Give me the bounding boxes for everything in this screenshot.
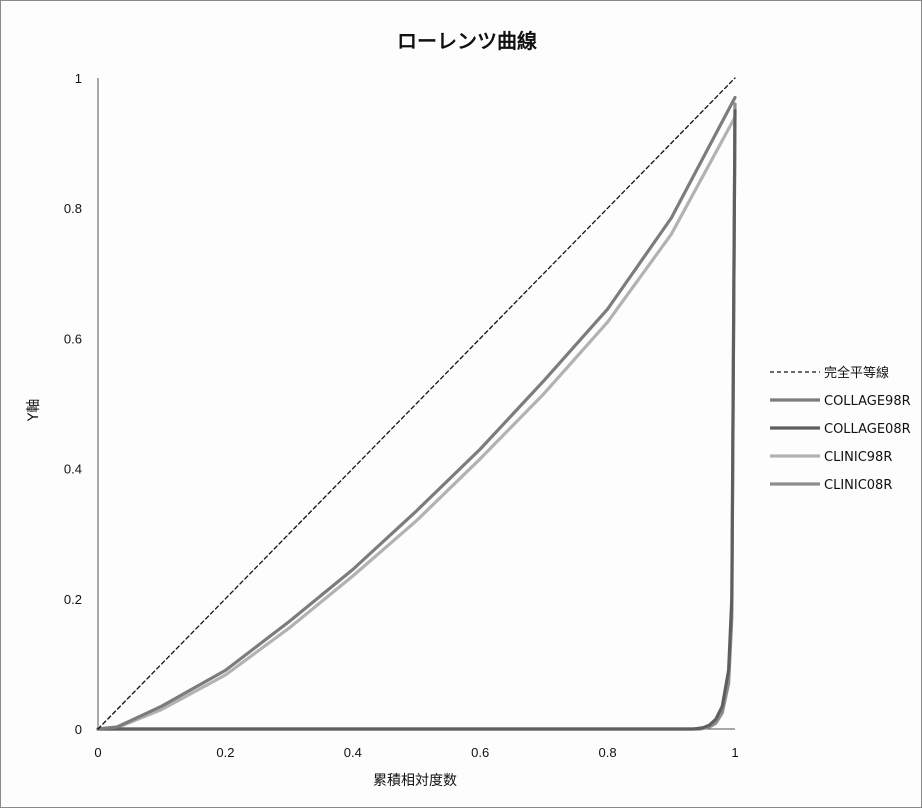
series-line-0 xyxy=(97,77,736,730)
x-tick-label: 0.4 xyxy=(344,745,362,760)
x-tick-label: 0.6 xyxy=(471,745,489,760)
series-line-4 xyxy=(96,102,737,731)
legend-label: 完全平等線 xyxy=(824,365,889,381)
y-axis-ticks: 0 0.2 0.4 0.6 0.8 1 xyxy=(64,71,82,737)
x-tick-label: 0.8 xyxy=(599,745,617,760)
y-tick-label: 0 xyxy=(75,722,82,737)
y-tick-label: 0.4 xyxy=(64,462,82,477)
x-tick-label: 0.2 xyxy=(216,745,234,760)
x-tick-label: 0 xyxy=(94,745,101,760)
series-line-3 xyxy=(96,115,737,731)
legend-label: COLLAGE98R xyxy=(824,394,911,409)
legend-label: CLINIC98R xyxy=(824,450,892,465)
legend-label: CLINIC08R xyxy=(824,478,892,493)
legend-label: COLLAGE08R xyxy=(824,422,911,437)
y-tick-label: 0.8 xyxy=(64,201,82,216)
y-axis-label: Y軸 xyxy=(26,399,42,423)
y-tick-label: 0.2 xyxy=(64,592,82,607)
series-layer xyxy=(96,77,737,731)
series-line-1 xyxy=(96,95,737,731)
y-tick-label: 1 xyxy=(75,71,82,86)
y-tick-label: 0.6 xyxy=(64,331,82,346)
x-axis-ticks: 0 0.2 0.4 0.6 0.8 1 xyxy=(94,745,738,760)
x-tick-label: 1 xyxy=(731,745,738,760)
plot-area: 0 0.2 0.4 0.6 0.8 1 0 0.2 0.4 0.6 0.8 1 xyxy=(64,71,739,760)
x-axis-label: 累積相対度数 xyxy=(373,773,457,789)
chart-title: ローレンツ曲線 xyxy=(397,29,537,53)
legend: 完全平等線 COLLAGE98R COLLAGE08R CLINIC98R CLINIC… xyxy=(770,365,911,493)
series-line-2 xyxy=(96,108,737,731)
